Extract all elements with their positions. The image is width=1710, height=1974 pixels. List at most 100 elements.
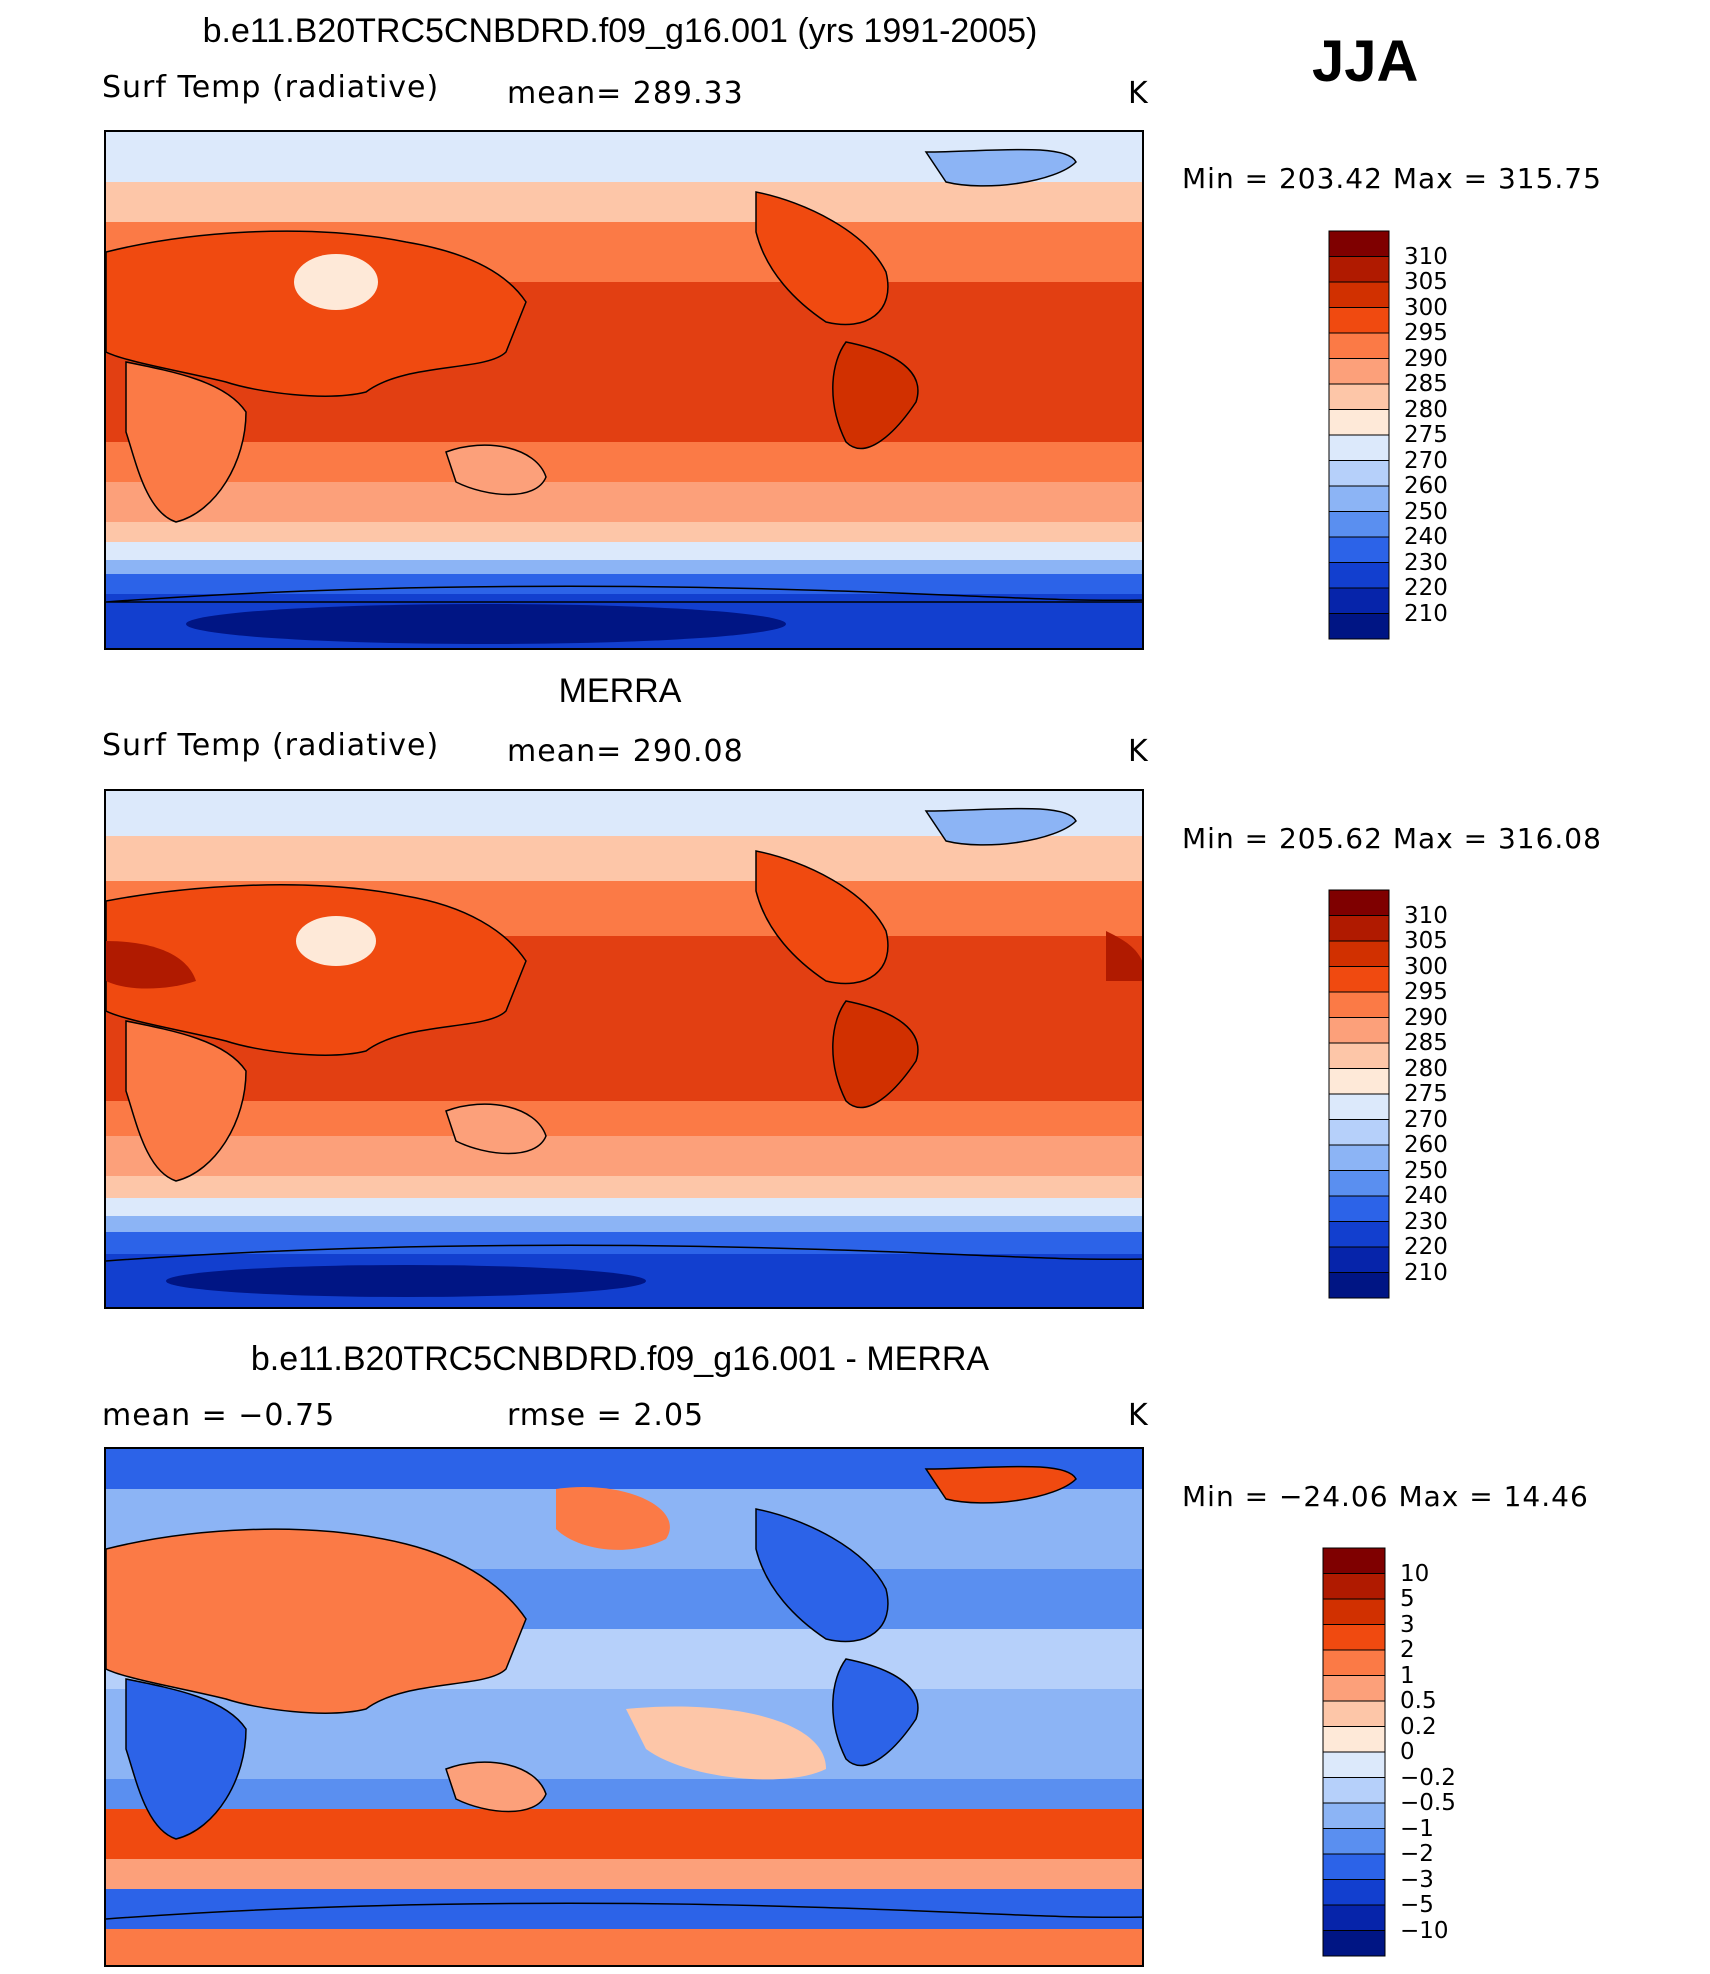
colorbar-swatch [1328, 1017, 1390, 1044]
panel1-colorbar: 310 305 300 295 290 285 280 275 270 260 250 240 230 2… [1328, 230, 1568, 642]
colorbar-swatch [1328, 991, 1390, 1018]
colorbar-label: −1 [1400, 1815, 1434, 1842]
colorbar-label: 5 [1400, 1586, 1415, 1612]
colorbar-swatch [1328, 307, 1390, 334]
colorbar-label: 220 [1404, 1234, 1448, 1260]
panel2-units: K [1128, 734, 1149, 769]
colorbar-swatch [1328, 1272, 1390, 1299]
colorbar-swatch [1322, 1904, 1386, 1931]
colorbar-swatch [1322, 1726, 1386, 1753]
colorbar-label: −5 [1400, 1892, 1434, 1918]
colorbar-swatch [1328, 1246, 1390, 1273]
colorbar-label: −3 [1400, 1866, 1434, 1893]
colorbar-swatch [1322, 1649, 1386, 1676]
colorbar-swatch [1328, 409, 1390, 436]
colorbar-swatch [1328, 1144, 1390, 1171]
colorbar-swatch [1322, 1573, 1386, 1600]
colorbar-swatch [1322, 1802, 1386, 1829]
colorbar-label: 250 [1404, 498, 1448, 525]
colorbar-label: 275 [1404, 422, 1448, 448]
colorbar-swatch [1328, 940, 1390, 967]
panel2-minmax: Min = 205.62 Max = 316.08 [1182, 822, 1602, 855]
colorbar-swatch [1328, 915, 1390, 942]
colorbar-swatch [1328, 460, 1390, 487]
colorbar-swatch [1328, 281, 1390, 308]
colorbar-label: −0.5 [1400, 1790, 1456, 1816]
colorbar-label: 300 [1404, 953, 1448, 980]
colorbar-swatch [1328, 1068, 1390, 1095]
colorbar-swatch [1328, 562, 1390, 589]
colorbar-label: 240 [1404, 1183, 1448, 1209]
colorbar-swatch [1328, 434, 1390, 461]
colorbar-label: 285 [1404, 1030, 1448, 1056]
colorbar-swatch [1322, 1751, 1386, 1778]
panel3-minmax: Min = −24.06 Max = 14.46 [1182, 1480, 1589, 1513]
colorbar-label: 0 [1400, 1739, 1415, 1765]
colorbar-swatch [1328, 511, 1390, 538]
colorbar-label: 2 [1400, 1637, 1415, 1663]
colorbar-swatch [1328, 1195, 1390, 1222]
colorbar-swatch [1328, 1170, 1390, 1197]
colorbar-swatch [1322, 1624, 1386, 1651]
colorbar-swatch [1328, 1221, 1390, 1248]
colorbar-label: 270 [1404, 1106, 1448, 1133]
colorbar-label: 275 [1404, 1081, 1448, 1107]
colorbar-label: 0.2 [1400, 1713, 1437, 1740]
panel2-title: MERRA [558, 672, 682, 710]
panel2-mean: mean= 290.08 [507, 734, 744, 769]
panel3-map [104, 1447, 1144, 1967]
colorbar-label: 310 [1404, 243, 1448, 270]
panel1-variable: Surf Temp (radiative) [102, 70, 440, 105]
colorbar-label: 260 [1404, 473, 1448, 499]
panel1-mean: mean= 289.33 [507, 76, 744, 111]
panel3-rmse: rmse = 2.05 [507, 1398, 705, 1433]
colorbar-label: 230 [1404, 549, 1448, 576]
panel1-minmax: Min = 203.42 Max = 315.75 [1182, 162, 1602, 195]
panel1-map [104, 130, 1144, 650]
colorbar-label: 290 [1404, 345, 1448, 372]
colorbar-label: 10 [1400, 1560, 1430, 1587]
colorbar-label: 250 [1404, 1157, 1448, 1184]
panel1-colorbar-swatches [1328, 230, 1390, 640]
colorbar-label: 3 [1400, 1611, 1415, 1638]
panel1-map-graphic [106, 132, 1142, 648]
colorbar-label: −2 [1400, 1841, 1434, 1867]
colorbar-label: 1 [1400, 1662, 1415, 1689]
panel2-colorbar-swatches [1328, 889, 1390, 1299]
colorbar-swatch [1322, 1700, 1386, 1727]
colorbar-label: 280 [1404, 1055, 1448, 1082]
colorbar-label: −10 [1400, 1917, 1449, 1944]
colorbar-label: 300 [1404, 294, 1448, 321]
panel3-mean: mean = −0.75 [102, 1398, 336, 1433]
colorbar-swatch [1328, 587, 1390, 614]
colorbar-label: 210 [1404, 600, 1448, 627]
colorbar-label: 260 [1404, 1132, 1448, 1158]
colorbar-label: 0.5 [1400, 1688, 1437, 1714]
colorbar-label: 230 [1404, 1208, 1448, 1235]
colorbar-swatch [1328, 1119, 1390, 1146]
panel1-title: b.e11.B20TRC5CNBDRD.f09_g16.001 (yrs 199… [202, 12, 1038, 50]
colorbar-swatch [1328, 1042, 1390, 1069]
colorbar-swatch [1328, 256, 1390, 283]
colorbar-swatch [1322, 1853, 1386, 1880]
panel2-variable: Surf Temp (radiative) [102, 728, 440, 763]
colorbar-label: 290 [1404, 1004, 1448, 1031]
colorbar-label: 310 [1404, 902, 1448, 929]
colorbar-swatch [1328, 1093, 1390, 1120]
panel3-title: b.e11.B20TRC5CNBDRD.f09_g16.001 - MERRA [250, 1340, 990, 1378]
colorbar-label: 295 [1404, 320, 1448, 346]
colorbar-label: 285 [1404, 371, 1448, 397]
colorbar-swatch [1328, 332, 1390, 359]
panel1-units: K [1128, 76, 1149, 111]
colorbar-label: 240 [1404, 524, 1448, 550]
colorbar-swatch [1328, 230, 1390, 257]
colorbar-swatch [1328, 536, 1390, 563]
colorbar-label: −0.2 [1400, 1764, 1456, 1791]
colorbar-label: 220 [1404, 575, 1448, 601]
season-label: JJA [1312, 29, 1419, 94]
colorbar-label: 210 [1404, 1259, 1448, 1286]
panel2-colorbar: 310 305 300 295 290 285 280 275 270 260 250 240 230 2… [1328, 889, 1568, 1301]
colorbar-swatch [1328, 485, 1390, 512]
colorbar-label: 305 [1404, 928, 1448, 954]
panel2-map-graphic [106, 791, 1142, 1307]
